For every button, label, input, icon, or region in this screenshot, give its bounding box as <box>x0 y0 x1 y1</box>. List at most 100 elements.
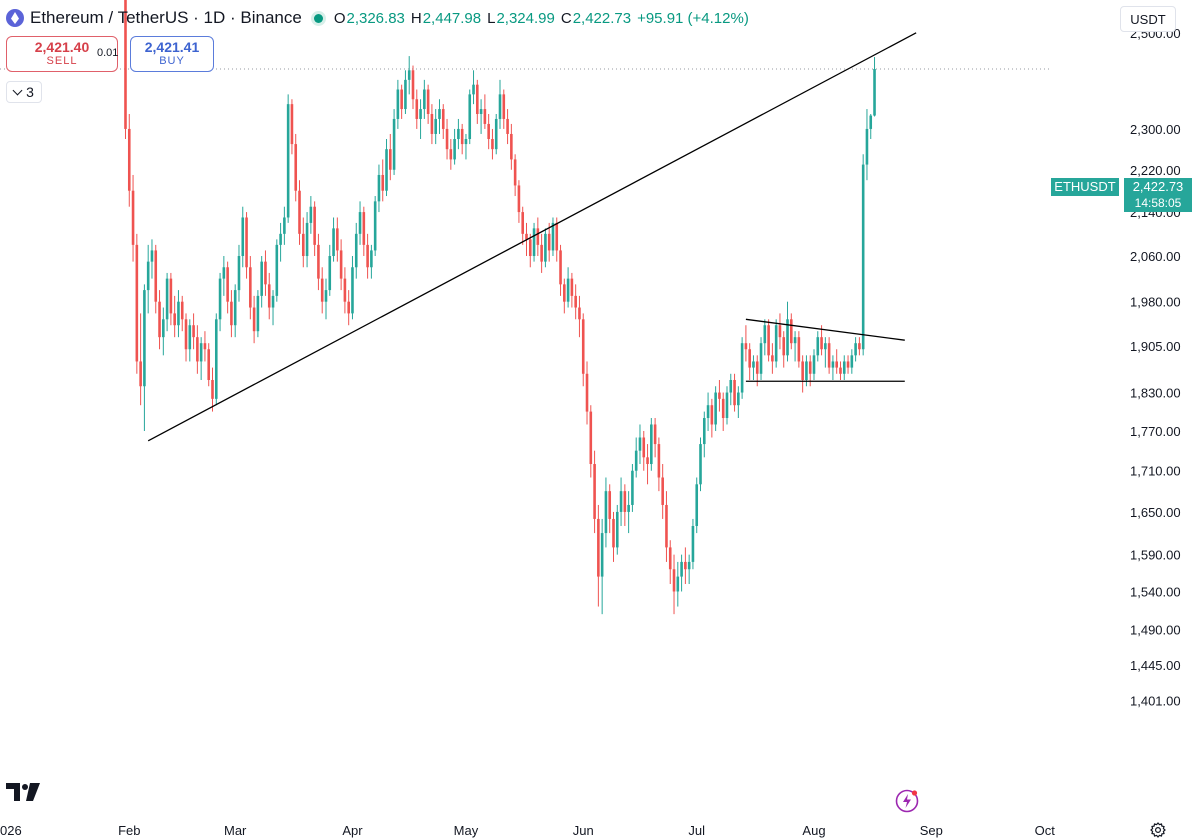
candle[interactable] <box>483 94 487 129</box>
candle[interactable] <box>706 392 710 431</box>
candle[interactable] <box>521 206 525 245</box>
candle[interactable] <box>585 361 589 425</box>
candle[interactable] <box>759 337 763 380</box>
candle[interactable] <box>721 392 725 431</box>
candle[interactable] <box>672 554 676 615</box>
candle[interactable] <box>392 109 396 175</box>
candle[interactable] <box>313 201 316 257</box>
candle[interactable] <box>510 123 513 170</box>
candle[interactable] <box>449 139 453 170</box>
candle[interactable] <box>702 411 706 458</box>
candle[interactable] <box>283 206 286 245</box>
candle[interactable] <box>347 290 350 326</box>
candle[interactable] <box>812 349 816 380</box>
candle[interactable] <box>786 301 789 362</box>
candle[interactable] <box>404 70 407 114</box>
candle[interactable] <box>415 89 419 129</box>
candle[interactable] <box>301 217 305 268</box>
candle[interactable] <box>797 331 801 368</box>
candle[interactable] <box>207 343 211 387</box>
candle[interactable] <box>370 244 373 279</box>
candle[interactable] <box>468 89 472 145</box>
candle[interactable] <box>752 355 755 380</box>
candle[interactable] <box>748 343 751 380</box>
candle[interactable] <box>657 437 661 492</box>
candle[interactable] <box>180 295 184 332</box>
candle[interactable] <box>854 337 857 362</box>
candle[interactable] <box>184 313 188 362</box>
candle[interactable] <box>846 355 850 374</box>
candle[interactable] <box>513 154 517 197</box>
candle[interactable] <box>820 325 823 356</box>
candle[interactable] <box>218 272 222 332</box>
candle[interactable] <box>687 554 691 585</box>
candle[interactable] <box>267 272 271 320</box>
candle[interactable] <box>718 379 721 412</box>
candle[interactable] <box>298 180 301 245</box>
candle[interactable] <box>615 504 619 555</box>
candle[interactable] <box>861 154 865 356</box>
candle[interactable] <box>249 256 252 320</box>
sell-button[interactable]: 2,421.40 SELL <box>6 36 118 72</box>
candle[interactable] <box>453 128 456 165</box>
candle[interactable] <box>778 313 782 350</box>
candle[interactable] <box>256 290 260 338</box>
candle[interactable] <box>407 56 411 95</box>
candle[interactable] <box>544 228 547 268</box>
candle[interactable] <box>850 349 854 374</box>
time-axis[interactable]: 026 Feb Mar Apr May Jun Jul Aug Sep Oct <box>0 823 1055 838</box>
candle[interactable] <box>222 256 226 296</box>
candle[interactable] <box>423 79 426 119</box>
candle[interactable] <box>290 99 294 155</box>
candle[interactable] <box>309 196 313 234</box>
candle[interactable] <box>487 113 490 150</box>
candle[interactable] <box>430 104 434 145</box>
candle[interactable] <box>793 331 797 362</box>
candle[interactable] <box>169 272 173 326</box>
candle[interactable] <box>604 477 608 548</box>
candle[interactable] <box>740 337 744 399</box>
candle[interactable] <box>578 295 581 338</box>
candle[interactable] <box>320 267 324 314</box>
candle[interactable] <box>241 206 245 268</box>
candle[interactable] <box>581 313 585 387</box>
candle[interactable] <box>362 206 366 257</box>
candle[interactable] <box>445 118 449 160</box>
candle[interactable] <box>646 444 649 485</box>
candle[interactable] <box>336 217 339 262</box>
candle[interactable] <box>438 99 441 134</box>
candle[interactable] <box>173 295 176 338</box>
candle[interactable] <box>801 355 804 393</box>
candle[interactable] <box>661 464 664 519</box>
candle[interactable] <box>230 290 233 338</box>
candle[interactable] <box>827 337 831 374</box>
candle[interactable] <box>143 284 146 431</box>
candle[interactable] <box>286 94 290 223</box>
candle[interactable] <box>124 0 127 140</box>
candle[interactable] <box>127 113 131 207</box>
candle[interactable] <box>199 337 203 380</box>
candle[interactable] <box>551 217 555 257</box>
candle[interactable] <box>366 233 369 279</box>
candle[interactable] <box>506 109 509 145</box>
candle[interactable] <box>589 405 593 478</box>
candle[interactable] <box>434 109 437 145</box>
candle[interactable] <box>339 239 343 291</box>
candle[interactable] <box>869 113 873 140</box>
candle[interactable] <box>710 398 714 438</box>
candle[interactable] <box>600 518 604 615</box>
candle[interactable] <box>653 418 657 458</box>
candle[interactable] <box>351 256 354 320</box>
candle[interactable] <box>744 325 748 362</box>
candle[interactable] <box>559 244 562 296</box>
candle[interactable] <box>695 477 699 534</box>
candle[interactable] <box>839 361 842 380</box>
candles[interactable] <box>117 0 876 615</box>
candle[interactable] <box>597 504 600 607</box>
candle[interactable] <box>211 367 214 412</box>
candle[interactable] <box>676 561 680 607</box>
candle[interactable] <box>714 386 717 431</box>
candle[interactable] <box>381 159 385 202</box>
candle[interactable] <box>763 319 767 356</box>
candle[interactable] <box>196 325 199 374</box>
